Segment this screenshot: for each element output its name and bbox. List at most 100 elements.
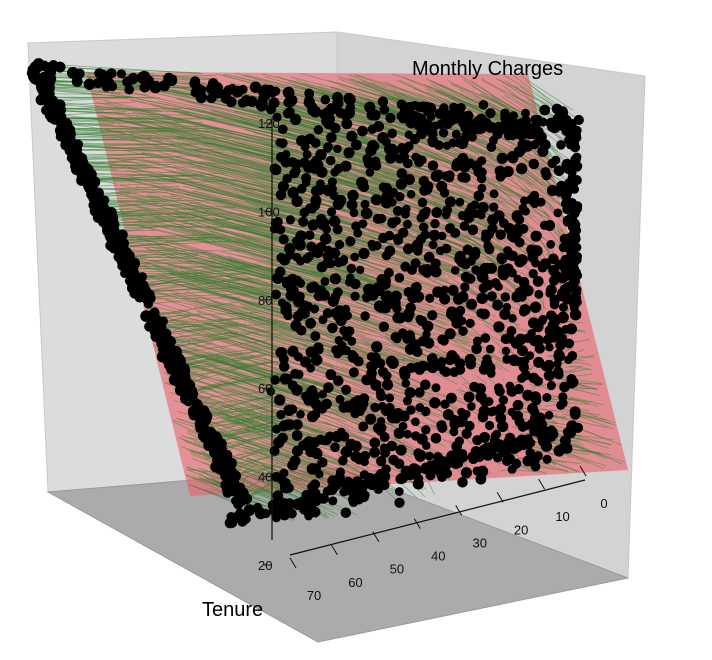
residual-segment (243, 450, 322, 479)
data-point (404, 174, 415, 185)
data-point (276, 252, 286, 263)
data-point (424, 451, 434, 461)
data-point (460, 467, 472, 479)
residual-segment (130, 99, 302, 142)
residual-segment (172, 311, 294, 352)
data-point (302, 150, 312, 159)
data-point (544, 220, 556, 231)
residual-segment (457, 235, 504, 263)
data-point (321, 398, 332, 410)
data-point (524, 127, 536, 140)
data-point (476, 465, 489, 478)
residual-segment (188, 181, 322, 220)
residual-segment (63, 127, 210, 132)
data-point (254, 507, 267, 520)
residual-segment (569, 435, 609, 449)
residual-segment (134, 260, 216, 264)
residual-segment (375, 349, 427, 365)
residual-segment (261, 73, 395, 106)
data-point (451, 441, 462, 452)
data-point (537, 262, 548, 273)
data-point (370, 194, 382, 206)
residual-segment (491, 352, 505, 364)
data-point (410, 100, 420, 110)
data-point (569, 303, 579, 313)
data-point (484, 229, 495, 240)
data-point (62, 126, 74, 139)
data-point (501, 346, 511, 356)
residual-segment (360, 201, 443, 237)
data-point (480, 333, 491, 343)
data-point (317, 457, 328, 468)
data-point (276, 409, 286, 420)
data-point (555, 120, 566, 130)
residual-segment (103, 99, 283, 144)
residual-segment (183, 186, 323, 216)
residual-segment (539, 400, 560, 403)
data-point (328, 496, 338, 506)
residual-segment (574, 411, 611, 425)
data-point (513, 146, 525, 158)
residual-segment (78, 154, 202, 161)
residual-segment (118, 249, 256, 252)
residual-segment (116, 239, 252, 243)
residual-segment (60, 116, 216, 119)
residual-segment (140, 225, 291, 265)
data-point (276, 347, 288, 358)
data-point (526, 194, 538, 205)
residual-segment (200, 251, 326, 282)
data-point (366, 283, 376, 293)
data-point (530, 461, 541, 472)
data-point (225, 96, 237, 108)
residual-segment (124, 255, 198, 259)
residual-segment (213, 366, 310, 401)
data-point (484, 397, 494, 406)
residual-segment (406, 417, 439, 429)
residual-segment (485, 175, 525, 199)
data-point (471, 343, 482, 355)
data-point (395, 178, 407, 190)
residual-segment (302, 88, 419, 131)
data-point (303, 162, 315, 173)
residual-segment (414, 143, 482, 180)
residual-segment (364, 140, 456, 171)
data-point (451, 129, 461, 139)
data-point (439, 188, 450, 198)
residual-segment (245, 74, 383, 111)
data-point (388, 198, 397, 207)
data-point (315, 149, 327, 161)
residual-segment (110, 214, 197, 218)
data-point (384, 152, 397, 164)
data-point (361, 292, 372, 303)
residual-segment (184, 298, 306, 334)
data-point (369, 437, 381, 449)
data-point (396, 168, 408, 179)
residual-segment (110, 94, 292, 135)
data-point (175, 355, 186, 366)
residual-segment (252, 322, 347, 351)
data-point (405, 302, 416, 313)
data-point (516, 118, 526, 129)
data-point (353, 356, 364, 367)
data-point (553, 165, 565, 177)
data-point (541, 170, 552, 181)
data-point (360, 207, 373, 220)
residual-segment (565, 440, 607, 460)
residual-segment (500, 239, 534, 258)
data-point (335, 467, 345, 477)
data-point (467, 402, 476, 411)
residual-segment (447, 80, 520, 115)
data-point (546, 310, 557, 321)
data-point (349, 208, 359, 218)
data-point (117, 260, 128, 272)
data-point (358, 247, 370, 260)
data-point (277, 138, 288, 149)
data-point (379, 104, 390, 115)
data-point (369, 158, 380, 168)
residual-segment (436, 277, 483, 298)
data-point (44, 102, 54, 112)
residual-segment (570, 387, 598, 390)
data-point (513, 384, 524, 395)
residual-segment (354, 74, 454, 108)
data-point (427, 361, 439, 374)
